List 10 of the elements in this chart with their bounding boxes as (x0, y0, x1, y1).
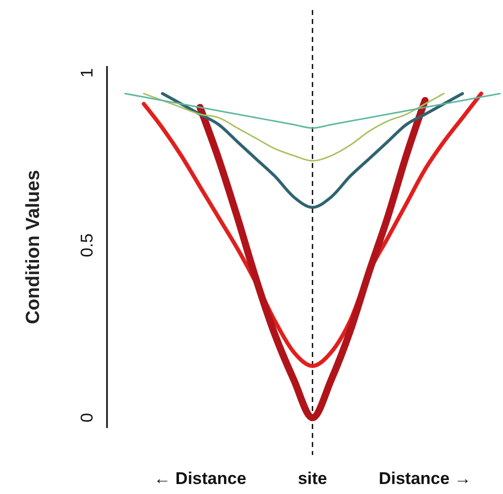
y-axis-title: Condition Values (23, 170, 44, 324)
line-series (161, 92, 464, 209)
y-tick-label: 0.5 (77, 233, 96, 258)
line-series (124, 92, 501, 129)
y-tick-label: 0 (77, 412, 96, 422)
x-tick-label: site (298, 469, 328, 488)
x-tick-label: ← Distance (154, 469, 246, 488)
y-tick-label: 1 (77, 68, 96, 78)
x-tick-label: Distance → (378, 469, 472, 488)
line-series (143, 92, 444, 162)
